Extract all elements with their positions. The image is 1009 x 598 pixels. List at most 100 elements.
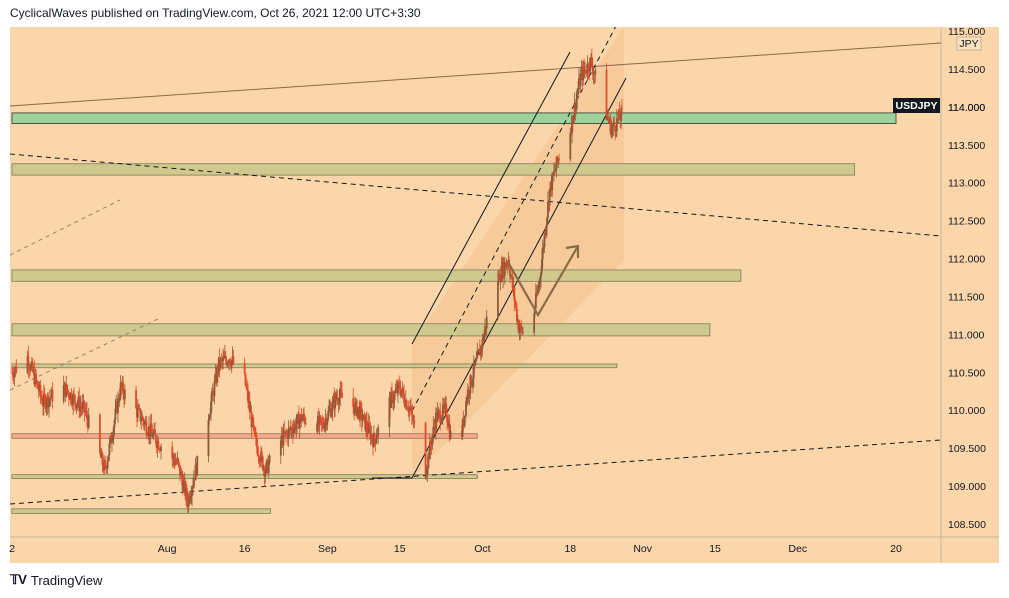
candle (373, 432, 376, 446)
candle (189, 492, 192, 504)
candle (157, 437, 160, 451)
x-tick-label: Sep (318, 543, 337, 555)
y-tick-label: 110.000 (948, 405, 985, 417)
candle (400, 391, 403, 398)
candle (428, 434, 431, 460)
candle (285, 427, 287, 443)
candle (472, 355, 475, 388)
price-axis-background (941, 27, 999, 537)
candle (304, 415, 306, 428)
candle (207, 413, 210, 463)
candle (335, 392, 337, 402)
symbol-badge (893, 98, 940, 113)
support-resistance-zone-zone-110-6 (11, 363, 618, 369)
candle (366, 411, 368, 438)
candle (406, 405, 409, 411)
candle (117, 391, 119, 424)
candle (539, 275, 542, 291)
candle (160, 443, 162, 460)
currency-label-box (956, 36, 982, 51)
candle (534, 283, 537, 314)
candle (254, 427, 256, 437)
candle (503, 257, 506, 285)
candle (265, 460, 268, 475)
x-tick-label: 15 (709, 543, 721, 555)
candle (123, 384, 126, 405)
candle (75, 404, 78, 415)
candle (582, 60, 585, 86)
candle (393, 390, 396, 409)
y-tick-label: 115.000 (948, 26, 985, 38)
candle (522, 326, 524, 335)
candle (594, 67, 597, 83)
candle (36, 381, 39, 389)
candle (369, 421, 372, 446)
x-tick-label: 18 (564, 543, 576, 555)
candle (618, 101, 621, 120)
candle (182, 473, 185, 492)
x-tick-label: 16 (239, 543, 251, 555)
candle (589, 57, 592, 75)
candle (441, 397, 444, 425)
candle (62, 375, 65, 404)
candle (49, 389, 51, 406)
footer-brand[interactable]: 𝕋V TradingView (10, 572, 102, 588)
x-tick-label: 2 (9, 543, 15, 555)
candle (427, 449, 430, 475)
candle (279, 436, 282, 464)
candle (119, 375, 122, 401)
y-tick-label: 112.000 (948, 254, 985, 266)
candle (551, 171, 554, 197)
candle (485, 310, 488, 336)
y-tick-label: 112.500 (948, 216, 985, 228)
candle (605, 63, 608, 121)
support-resistance-zone-zone-113-8 (11, 112, 897, 124)
candle (326, 417, 329, 431)
candle (248, 391, 251, 420)
falling-dashed-trendline (10, 153, 941, 237)
candle (590, 48, 593, 69)
projection-arrow-head (565, 244, 580, 258)
y-tick-label: 110.500 (948, 367, 985, 379)
candle (143, 419, 146, 432)
candle (291, 420, 293, 438)
candle (583, 58, 586, 78)
candle (621, 98, 623, 116)
y-tick-label: 113.000 (948, 178, 985, 190)
candle (139, 408, 142, 425)
candle (610, 121, 613, 139)
candle (545, 224, 548, 239)
candle (439, 402, 442, 431)
x-tick-label: Nov (633, 543, 652, 555)
candle (513, 285, 516, 312)
channel-upper-line (411, 51, 571, 345)
candle (511, 271, 514, 293)
rising-support-dashed-trendline (10, 439, 941, 505)
candle (441, 416, 443, 425)
candle (424, 421, 427, 480)
candle (44, 393, 47, 413)
candle (481, 333, 484, 357)
candle (463, 415, 466, 429)
candle (243, 357, 246, 376)
candle (244, 372, 247, 387)
y-tick-label: 114.000 (948, 102, 985, 114)
candle (258, 454, 261, 469)
candle (80, 395, 82, 417)
candle (174, 452, 177, 466)
candle (296, 414, 299, 433)
y-tick-label: 109.000 (948, 481, 986, 493)
candle (403, 384, 405, 406)
candle (431, 434, 434, 451)
candle (591, 57, 594, 80)
candle (518, 319, 521, 341)
y-tick-label: 109.500 (948, 443, 986, 455)
symbol-badge-label: USDJPY (895, 100, 937, 112)
candle (547, 191, 549, 224)
candle (191, 486, 193, 507)
candle (413, 415, 416, 429)
candle (426, 466, 429, 483)
candle (536, 284, 539, 297)
support-resistance-zone-zone-111-1 (11, 323, 711, 337)
